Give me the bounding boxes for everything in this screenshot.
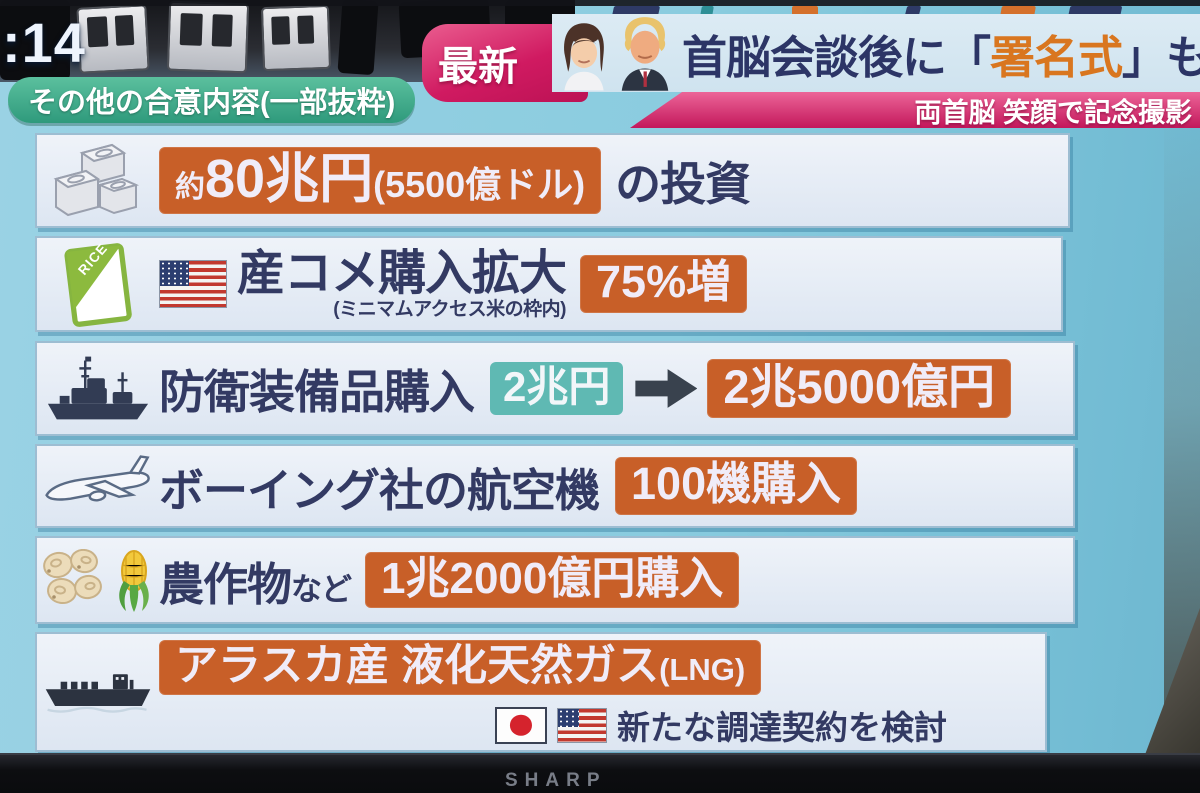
topic-pill: その他の合意内容(一部抜粋) [8, 77, 416, 123]
photo-device [260, 4, 332, 72]
photo-dark-shape [0, 0, 70, 80]
lng-chip-main: アラスカ産 液化天然ガス [175, 642, 660, 690]
agreement-row-aircraft: ボーイング社の航空機 100機購入 [35, 444, 1075, 528]
lng-line2: 新たな調達契約を検討 [495, 701, 947, 749]
trump-portrait-icon [621, 17, 669, 91]
photo-device [166, 0, 250, 74]
leader-portraits [556, 15, 676, 91]
tv-brand-logo: SHARP [505, 770, 607, 791]
amount-value: 80兆円 [205, 148, 374, 209]
japan-flag-icon [495, 706, 547, 744]
photo-dark-shape [337, 0, 379, 76]
subheadline-bar: 両首脳 笑顔で記念撮影 [630, 92, 1200, 128]
rice-note: (ミニマムアクセス米の枠内) [333, 298, 567, 320]
tv-bezel: SHARP [0, 753, 1200, 793]
agreement-row-lng: アラスカ産 液化天然ガス (LNG) 新たな調達契約を検討 [35, 632, 1047, 752]
photo-device [76, 4, 150, 74]
headline-part2: 」も [1122, 31, 1200, 83]
investment-suffix: の投資 [615, 157, 751, 210]
agreement-row-investment: 約 80兆円 (5500億ドル) の投資 [35, 133, 1070, 228]
agreement-row-rice: RICE 産コメ購入拡大 (ミニマムアクセス米の枠内) 75%増 [35, 236, 1063, 332]
corn-icon [119, 550, 149, 612]
headline-strip: 首脳会談後に「署名式」も [552, 14, 1200, 92]
destroyer-ship-icon [47, 356, 149, 419]
right-arrow-icon [635, 369, 698, 408]
agriculture-title: 農作物など [159, 548, 352, 613]
rice-bag-icon: RICE [64, 240, 132, 327]
lng-chip-paren: (LNG) [659, 652, 746, 687]
headline: 首脳会談後に「署名式」も [682, 21, 1200, 86]
defense-new-value-chip: 2兆5000億円 [707, 358, 1012, 419]
headline-part1: 首脳会談後に「 [682, 31, 991, 83]
aircraft-title: ボーイング社の航空機 [159, 464, 600, 516]
agriculture-title-main: 農作物 [159, 558, 292, 610]
latest-badge-label: 最新 [438, 45, 518, 89]
takaichi-portrait-icon [564, 23, 604, 91]
subheadline: 両首脳 笑顔で記念撮影 [914, 97, 1192, 128]
amount-paren: (5500億ドル) [373, 163, 586, 205]
rice-title: 産コメ購入拡大 [237, 246, 567, 300]
agreement-row-agriculture: 農作物など 1兆2000億円購入 [35, 536, 1075, 624]
soybeans-icon [43, 549, 102, 605]
us-flag-icon [557, 707, 607, 743]
defense-title: 防衛装備品購入 [159, 365, 475, 418]
airplane-icon [45, 455, 150, 502]
agriculture-title-suffix: など [291, 571, 352, 607]
amount-prefix: 約 [175, 170, 205, 204]
money-stacks-icon [53, 143, 140, 216]
lng-line2-text: 新たな調達契約を検討 [617, 709, 947, 747]
topic-label: その他の合意内容(一部抜粋) [28, 87, 396, 119]
defense-old-value-chip: 2兆円 [490, 361, 624, 416]
agreement-row-defense: 防衛装備品購入 2兆円 2兆5000億円 [35, 341, 1075, 436]
investment-amount-chip: 約 80兆円 (5500億ドル) [159, 146, 602, 215]
rice-increase-chip: 75%増 [580, 255, 748, 313]
lng-tanker-icon [45, 674, 151, 713]
lng-chip: アラスカ産 液化天然ガス (LNG) [159, 640, 762, 696]
screen-top-edge [0, 0, 1200, 6]
us-flag-icon [159, 260, 227, 308]
aircraft-chip: 100機購入 [615, 457, 858, 515]
clock: :14 [2, 11, 86, 74]
agriculture-chip: 1兆2000億円購入 [365, 551, 740, 609]
headline-highlight: 署名式 [990, 31, 1123, 83]
